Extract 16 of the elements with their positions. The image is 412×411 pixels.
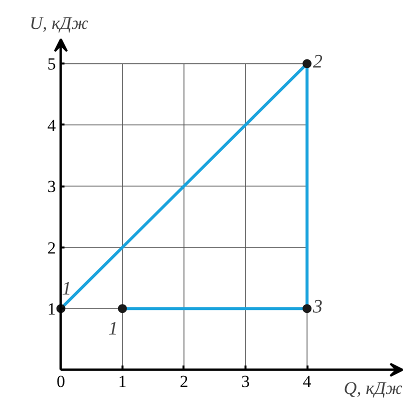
annotation: 3: [312, 296, 323, 318]
x-tick-label: 4: [302, 372, 312, 391]
x-axis-title: Q, кДж: [344, 378, 403, 398]
annotation: 2: [313, 52, 324, 73]
y-tick-label: 5: [47, 54, 56, 74]
y-axis-title: U, кДж: [30, 13, 88, 34]
y-tick-label: 3: [47, 177, 56, 196]
x-tick-label: 0: [56, 372, 66, 391]
x-tick-label: 2: [180, 372, 188, 391]
y-tick-label: 1: [47, 300, 56, 319]
annotation: 1: [108, 318, 118, 340]
y-tick-label: 2: [47, 238, 56, 258]
x-tick-label: 3: [241, 372, 250, 391]
y-tick-label: 4: [47, 116, 56, 135]
annotation: 1: [62, 278, 72, 300]
x-tick-label: 1: [118, 372, 127, 391]
